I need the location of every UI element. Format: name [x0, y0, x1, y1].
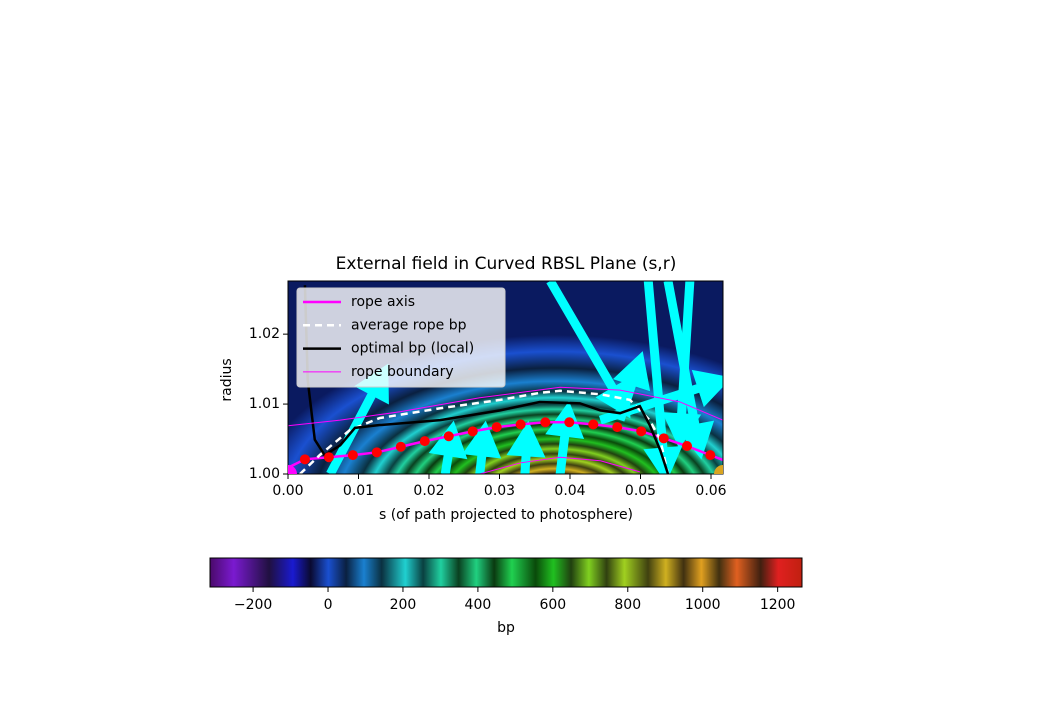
x-tick-label: 0.00: [272, 483, 303, 499]
axis-point: [612, 422, 623, 433]
colorbar-tick-label: 1200: [760, 597, 796, 613]
field-arrow: [506, 420, 546, 474]
field-arrow: [662, 281, 702, 450]
colorbar-axis: −200 0 200 400 600 800 1000 1200: [234, 587, 796, 613]
legend-box: [296, 287, 506, 388]
legend-label: rope axis: [351, 294, 415, 310]
colorbar-tick-label: 400: [465, 597, 492, 613]
axis-point: [347, 450, 358, 461]
axis-point: [636, 426, 647, 437]
axis-point: [419, 436, 430, 447]
x-tick-label: 0.01: [343, 483, 374, 499]
field-arrow: [462, 420, 502, 474]
end-marker: [714, 465, 723, 474]
chart-title: External field in Curved RBSL Plane (s,r…: [336, 254, 677, 274]
axis-point: [371, 447, 382, 458]
axis-point: [443, 431, 454, 442]
axis-point: [658, 433, 669, 444]
field-arrow: [428, 420, 468, 474]
y-tick-label: 1.01: [249, 396, 280, 412]
colorbar-tick-label: 600: [539, 597, 566, 613]
end-marker: [288, 465, 297, 474]
axis-point: [682, 441, 693, 452]
x-tick-label: 0.05: [625, 483, 656, 499]
colorbar-tick-label: −200: [234, 597, 272, 613]
legend: rope axis average rope bp optimal bp (loca…: [303, 294, 474, 380]
legend-label: rope boundary: [351, 364, 454, 380]
colorbar: [209, 557, 803, 588]
series-line: [303, 285, 670, 474]
axis-point: [491, 422, 502, 433]
colorbar-tick-label: 1000: [685, 597, 721, 613]
colorbar-tick-label: 800: [614, 597, 641, 613]
axis-point: [564, 417, 575, 428]
axis-point: [467, 426, 478, 437]
colorbar-tick-label: 0: [324, 597, 333, 613]
x-tick-label: 0.02: [413, 483, 444, 499]
x-tick-label: 0.03: [484, 483, 515, 499]
y-tick-label: 1.00: [249, 466, 280, 482]
series-line: [299, 389, 670, 474]
axis-point: [323, 452, 334, 463]
x-tick-label: 0.04: [554, 483, 585, 499]
x-axis-label: s (of path projected to photosphere): [379, 507, 633, 523]
plot-frame: [287, 280, 724, 475]
colorbar-tick-label: 200: [390, 597, 417, 613]
axis-point: [705, 450, 716, 461]
series-line: [288, 386, 723, 474]
axis-point: [395, 441, 406, 452]
y-axis-label: radius: [219, 358, 235, 401]
colorbar-label: bp: [497, 620, 515, 636]
legend-label: average rope bp: [351, 317, 467, 333]
axes-layer: 0.00 0.01 0.02 0.03 0.04 0.05 0.06 1.00 1.01 1.02: [249, 326, 727, 499]
y-tick-label: 1.02: [249, 326, 280, 342]
axis-point: [540, 417, 551, 428]
x-tick-label: 0.06: [695, 483, 726, 499]
axis-point: [299, 454, 310, 465]
axis-point: [588, 419, 599, 430]
legend-label: optimal bp (local): [351, 341, 474, 357]
plot-layer: [288, 281, 723, 474]
axis-point: [515, 419, 526, 430]
